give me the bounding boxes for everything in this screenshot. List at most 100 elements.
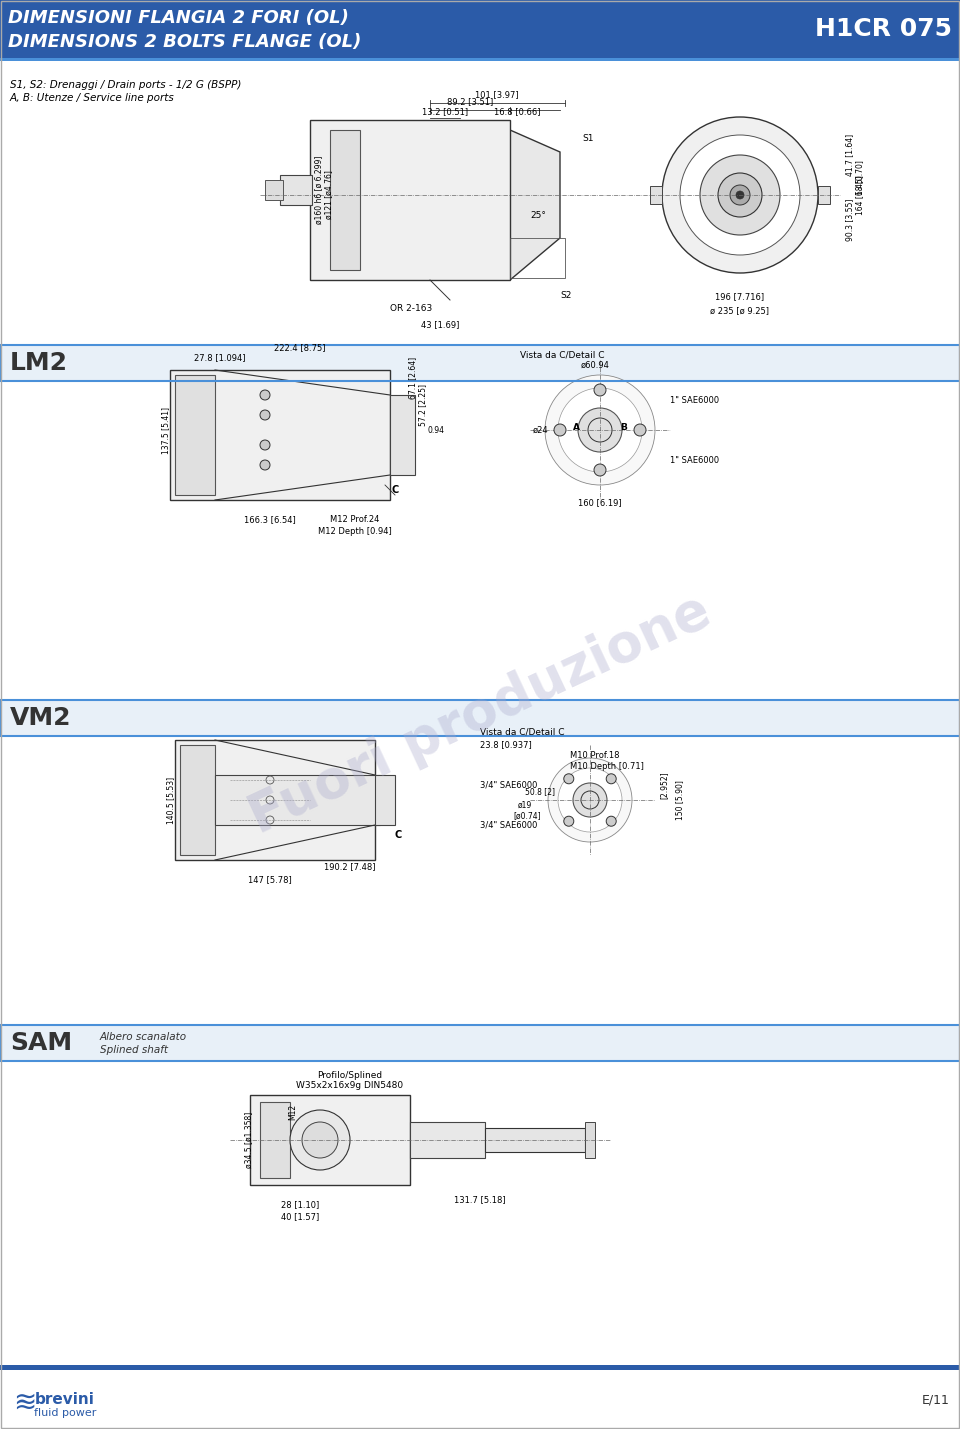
- Polygon shape: [510, 130, 560, 280]
- Text: 40 [1.57]: 40 [1.57]: [281, 1212, 319, 1220]
- Bar: [510, 239, 565, 279]
- Circle shape: [730, 184, 750, 204]
- Text: C: C: [395, 830, 401, 840]
- Bar: [0, 344, 960, 382]
- Text: Albero scanalato: Albero scanalato: [100, 1032, 187, 1042]
- Circle shape: [594, 384, 606, 396]
- Circle shape: [260, 440, 270, 450]
- Text: 164 [6.45]: 164 [6.45]: [855, 176, 864, 214]
- Text: 3/4" SAE6000: 3/4" SAE6000: [480, 780, 538, 789]
- Bar: [485, 1127, 585, 1152]
- Circle shape: [606, 816, 616, 826]
- Circle shape: [680, 134, 800, 254]
- Text: Profilo/Splined: Profilo/Splined: [318, 1070, 383, 1079]
- Circle shape: [736, 191, 744, 199]
- Text: ø60.94: ø60.94: [581, 360, 610, 370]
- Text: 18 [0.70]: 18 [0.70]: [855, 160, 864, 196]
- Circle shape: [662, 117, 818, 273]
- Text: 43 [1.69]: 43 [1.69]: [420, 320, 459, 329]
- Bar: [280, 174, 312, 204]
- Text: 13.2 [0.51]: 13.2 [0.51]: [422, 107, 468, 116]
- Text: 1" SAE6000: 1" SAE6000: [670, 456, 719, 464]
- Bar: [390, 394, 415, 474]
- Text: 1" SAE6000: 1" SAE6000: [670, 396, 719, 404]
- Circle shape: [548, 757, 632, 842]
- Text: ø 235 [ø 9.25]: ø 235 [ø 9.25]: [710, 306, 770, 314]
- Text: 140.5 [5.53]: 140.5 [5.53]: [166, 776, 175, 823]
- Text: 160 [6.19]: 160 [6.19]: [578, 497, 622, 507]
- Text: DIMENSIONS 2 BOLTS FLANGE (OL): DIMENSIONS 2 BOLTS FLANGE (OL): [8, 33, 361, 51]
- Circle shape: [578, 409, 622, 452]
- Text: 190.2 [7.48]: 190.2 [7.48]: [324, 862, 375, 872]
- Bar: [375, 775, 395, 825]
- Bar: [0, 1025, 960, 1060]
- Text: LM2: LM2: [10, 352, 68, 374]
- Text: 3/4" SAE6000: 3/4" SAE6000: [480, 820, 538, 829]
- Circle shape: [558, 767, 622, 832]
- Text: M12: M12: [289, 1105, 298, 1120]
- Text: Fuori produzione: Fuori produzione: [241, 584, 719, 843]
- Bar: [818, 186, 830, 204]
- Bar: [0, 1370, 960, 1429]
- Circle shape: [260, 460, 270, 470]
- Bar: [0, 344, 960, 382]
- Text: 41.7 [1.64]: 41.7 [1.64]: [845, 134, 854, 176]
- Text: OR 2-163: OR 2-163: [390, 303, 432, 313]
- Text: S1, S2: Drenaggi / Drain ports - 1/2 G (BSPP): S1, S2: Drenaggi / Drain ports - 1/2 G (…: [10, 80, 241, 90]
- Text: B: B: [620, 423, 628, 432]
- Text: fluid power: fluid power: [34, 1408, 96, 1418]
- Circle shape: [606, 773, 616, 783]
- Text: ø121 [ø4.76]: ø121 [ø4.76]: [324, 170, 333, 220]
- Circle shape: [260, 390, 270, 400]
- Text: W35x2x16x9g DIN5480: W35x2x16x9g DIN5480: [297, 1082, 403, 1090]
- Bar: [0, 700, 960, 736]
- Bar: [180, 745, 215, 855]
- Bar: [330, 130, 360, 270]
- Text: brevini: brevini: [36, 1392, 95, 1408]
- Circle shape: [290, 1110, 350, 1170]
- Text: 90.3 [3.55]: 90.3 [3.55]: [845, 199, 854, 242]
- Text: S1: S1: [582, 133, 593, 143]
- Bar: [250, 1095, 410, 1185]
- Text: 0.94: 0.94: [428, 426, 445, 434]
- Text: 101 [3.97]: 101 [3.97]: [475, 90, 518, 99]
- Text: 89.2 [3.51]: 89.2 [3.51]: [446, 97, 493, 106]
- Text: ø19: ø19: [517, 800, 532, 809]
- Text: A: A: [572, 423, 580, 432]
- Text: 196 [7.716]: 196 [7.716]: [715, 292, 764, 302]
- Text: VM2: VM2: [10, 706, 71, 730]
- Text: 137.5 [5.41]: 137.5 [5.41]: [161, 406, 170, 453]
- Text: M10 Depth [0.71]: M10 Depth [0.71]: [570, 762, 644, 770]
- Text: SAM: SAM: [10, 1030, 72, 1055]
- Bar: [585, 1122, 595, 1157]
- Text: Splined shaft: Splined shaft: [100, 1045, 168, 1055]
- Circle shape: [260, 410, 270, 420]
- Bar: [170, 370, 390, 500]
- Circle shape: [573, 783, 607, 817]
- Bar: [650, 186, 662, 204]
- Text: 222.4 [8.75]: 222.4 [8.75]: [275, 343, 325, 353]
- Text: 23.8 [0.937]: 23.8 [0.937]: [480, 740, 532, 749]
- Circle shape: [564, 773, 574, 783]
- Text: M12 Prof.24: M12 Prof.24: [330, 514, 380, 524]
- Text: 67.1 [2.64]: 67.1 [2.64]: [408, 357, 417, 399]
- Text: A, B: Utenze / Service line ports: A, B: Utenze / Service line ports: [10, 93, 175, 103]
- Text: [ø0.74]: [ø0.74]: [514, 812, 540, 820]
- Text: ø24: ø24: [533, 426, 548, 434]
- Text: ø34.5 [ø1.358]: ø34.5 [ø1.358]: [244, 1112, 253, 1167]
- Text: S2: S2: [560, 290, 571, 300]
- Text: 131.7 [5.18]: 131.7 [5.18]: [454, 1195, 506, 1205]
- Text: 28 [1.10]: 28 [1.10]: [281, 1200, 319, 1209]
- Text: 57.2 [2.25]: 57.2 [2.25]: [418, 384, 427, 426]
- Text: 50.8 [2]: 50.8 [2]: [525, 787, 555, 796]
- Bar: [175, 374, 215, 494]
- Bar: [260, 1102, 290, 1177]
- Circle shape: [554, 424, 566, 436]
- Text: ≋: ≋: [13, 1389, 36, 1418]
- Text: 150 [5.90]: 150 [5.90]: [675, 780, 684, 820]
- Text: 166.3 [6.54]: 166.3 [6.54]: [244, 514, 296, 524]
- Text: Vista da C/Detail C: Vista da C/Detail C: [480, 727, 564, 736]
- Text: 27.8 [1.094]: 27.8 [1.094]: [194, 353, 246, 363]
- Circle shape: [545, 374, 655, 484]
- Text: 25°: 25°: [530, 210, 546, 220]
